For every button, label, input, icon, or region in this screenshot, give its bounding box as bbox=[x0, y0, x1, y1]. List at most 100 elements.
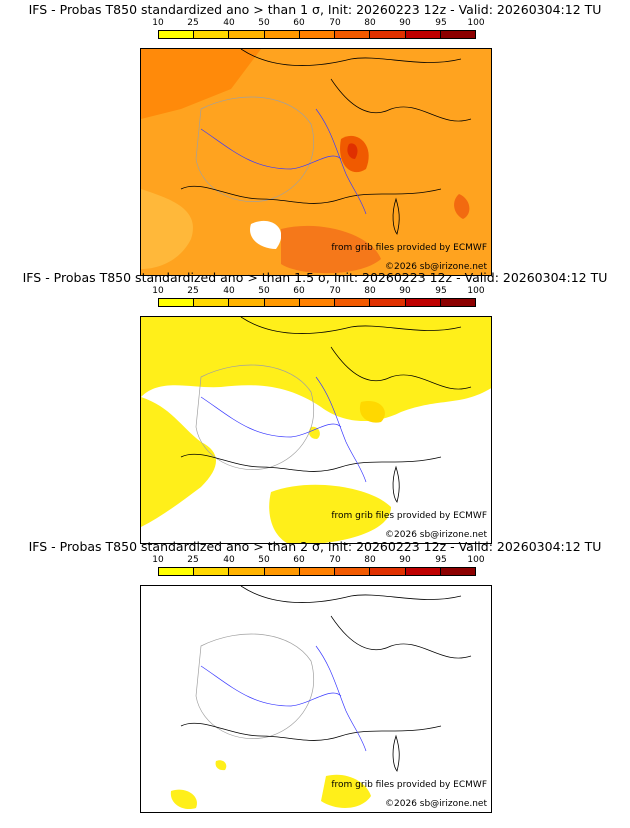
admin-border bbox=[195, 96, 314, 202]
probability-field bbox=[250, 220, 282, 249]
probability-field bbox=[359, 401, 385, 423]
colorbar-segment bbox=[370, 568, 406, 575]
colorbar-tick: 95 bbox=[435, 18, 447, 28]
colorbar-tick: 60 bbox=[293, 555, 305, 565]
colorbar-tick: 80 bbox=[364, 286, 376, 296]
probability-map: from grib files provided by ECMWF ©2026 … bbox=[140, 48, 492, 276]
country-border bbox=[330, 346, 472, 390]
coastline bbox=[240, 317, 462, 334]
probability-field bbox=[141, 397, 216, 527]
probability-field bbox=[454, 194, 470, 219]
map-panel-2: IFS - Probas T850 standardized ano > tha… bbox=[0, 268, 630, 544]
colorbar-tick: 90 bbox=[399, 286, 411, 296]
panel-title: IFS - Probas T850 standardized ano > tha… bbox=[28, 2, 602, 17]
country-border bbox=[330, 78, 472, 122]
colorbar-segment bbox=[229, 31, 265, 38]
colorbar-tick: 70 bbox=[329, 18, 341, 28]
probability-map: from grib files provided by ECMWF ©2026 … bbox=[140, 585, 492, 813]
river bbox=[315, 645, 367, 752]
map-panel-3: IFS - Probas T850 standardized ano > tha… bbox=[0, 537, 630, 813]
map-graphic bbox=[141, 49, 491, 275]
probability-field bbox=[141, 49, 261, 119]
colorbar-tick: 40 bbox=[223, 555, 235, 565]
colorbar-labels: 10 25 40 50 60 70 80 90 95 100 bbox=[152, 286, 484, 298]
coastline bbox=[240, 49, 462, 66]
credit-copyright: ©2026 sb@irizone.net bbox=[385, 799, 487, 809]
colorbar-tick: 100 bbox=[467, 286, 485, 296]
colorbar-labels: 10 25 40 50 60 70 80 90 95 100 bbox=[152, 18, 484, 30]
river bbox=[200, 665, 342, 707]
island-outline bbox=[392, 465, 400, 503]
credit-grib: from grib files provided by ECMWF bbox=[331, 511, 487, 521]
colorbar-segment bbox=[370, 31, 406, 38]
credit-copyright: ©2026 sb@irizone.net bbox=[385, 262, 487, 272]
coastline bbox=[180, 722, 442, 741]
colorbar-tick: 40 bbox=[223, 286, 235, 296]
colorbar-segment bbox=[264, 568, 300, 575]
colorbar-labels: 10 25 40 50 60 70 80 90 95 100 bbox=[152, 555, 484, 567]
map-graphic bbox=[141, 586, 491, 812]
colorbar-tick: 70 bbox=[329, 555, 341, 565]
colorbar-tick: 40 bbox=[223, 18, 235, 28]
colorbar-segment bbox=[229, 299, 265, 306]
colorbar-tick: 80 bbox=[364, 555, 376, 565]
island-outline bbox=[392, 734, 400, 772]
colorbar-segment bbox=[299, 568, 336, 575]
river bbox=[315, 108, 367, 215]
colorbar-tick: 100 bbox=[467, 18, 485, 28]
colorbar-segment bbox=[229, 568, 265, 575]
panel-title: IFS - Probas T850 standardized ano > tha… bbox=[22, 270, 608, 285]
colorbar-segment bbox=[335, 31, 371, 38]
colorbar-tick: 25 bbox=[187, 286, 199, 296]
colorbar-segment bbox=[440, 299, 475, 306]
probability-field bbox=[215, 760, 227, 771]
probability-field bbox=[281, 225, 381, 274]
colorbar-segment bbox=[405, 568, 441, 575]
colorbar-tick: 10 bbox=[152, 286, 164, 296]
colorbar-segment bbox=[405, 299, 441, 306]
colorbar-segment bbox=[264, 31, 300, 38]
colorbar bbox=[158, 298, 476, 307]
colorbar-tick: 95 bbox=[435, 555, 447, 565]
colorbar-tick: 90 bbox=[399, 18, 411, 28]
probability-map: from grib files provided by ECMWF ©2026 … bbox=[140, 316, 492, 544]
colorbar-segment bbox=[299, 299, 336, 306]
colorbar-tick: 100 bbox=[467, 555, 485, 565]
colorbar-segment bbox=[194, 568, 230, 575]
colorbar-tick: 50 bbox=[258, 18, 270, 28]
colorbar-segment bbox=[335, 299, 371, 306]
river bbox=[200, 396, 342, 438]
colorbar-tick: 80 bbox=[364, 18, 376, 28]
probability-field bbox=[170, 789, 197, 810]
coastline bbox=[180, 453, 442, 472]
colorbar bbox=[158, 30, 476, 39]
credit-copyright: ©2026 sb@irizone.net bbox=[385, 530, 487, 540]
probability-field bbox=[309, 426, 320, 439]
colorbar-tick: 10 bbox=[152, 18, 164, 28]
credit-grib: from grib files provided by ECMWF bbox=[331, 243, 487, 253]
colorbar-tick: 50 bbox=[258, 286, 270, 296]
colorbar-tick: 70 bbox=[329, 286, 341, 296]
coastline bbox=[240, 586, 462, 603]
admin-border bbox=[195, 633, 314, 739]
colorbar-segment bbox=[194, 31, 230, 38]
panel-title: IFS - Probas T850 standardized ano > tha… bbox=[28, 539, 602, 554]
colorbar-tick: 50 bbox=[258, 555, 270, 565]
coastline bbox=[180, 185, 442, 204]
probability-field bbox=[141, 586, 491, 812]
colorbar-segment bbox=[405, 31, 441, 38]
colorbar-tick: 60 bbox=[293, 286, 305, 296]
colorbar-segment bbox=[194, 299, 230, 306]
island-outline bbox=[392, 197, 400, 235]
colorbar bbox=[158, 567, 476, 576]
map-graphic bbox=[141, 317, 491, 543]
colorbar-tick: 25 bbox=[187, 18, 199, 28]
colorbar-segment bbox=[159, 31, 195, 38]
colorbar-segment bbox=[264, 299, 300, 306]
colorbar-segment bbox=[440, 568, 475, 575]
colorbar-segment bbox=[299, 31, 336, 38]
probability-field bbox=[141, 189, 193, 269]
colorbar-segment bbox=[335, 568, 371, 575]
probability-field bbox=[321, 774, 371, 808]
map-panel-1: IFS - Probas T850 standardized ano > tha… bbox=[0, 0, 630, 276]
